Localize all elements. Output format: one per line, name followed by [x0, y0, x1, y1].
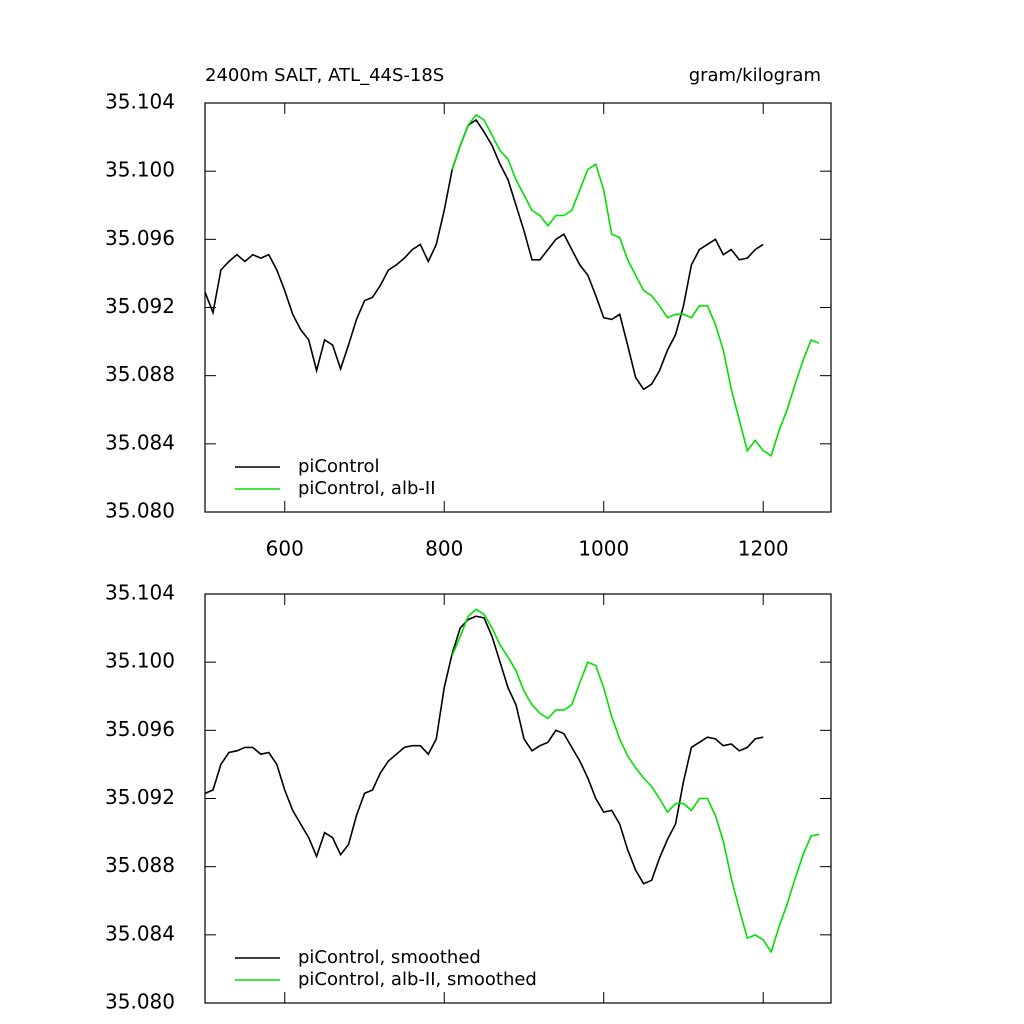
x-tick-label: 800: [425, 537, 463, 561]
plot-frame: [204, 593, 832, 1004]
y-tick-label: 35.096: [105, 717, 175, 741]
y-tick-label: 35.088: [105, 362, 175, 386]
series-line: [204, 118, 764, 391]
units-label: gram/kilogram: [689, 65, 821, 86]
y-tick-label: 35.092: [105, 294, 175, 318]
legend-label: piControl, alb-II, smoothed: [298, 969, 537, 990]
y-tick-label: 35.080: [105, 499, 175, 523]
series-line: [451, 608, 820, 954]
y-tick-label: 35.084: [105, 921, 175, 945]
chart-title: 2400m SALT, ATL_44S-18S: [205, 65, 444, 86]
legend-label: piControl, alb-II: [298, 478, 436, 499]
legend-label: piControl, smoothed: [298, 947, 481, 968]
y-tick-label: 35.088: [105, 853, 175, 877]
series-line: [204, 615, 764, 885]
y-tick-label: 35.100: [105, 649, 175, 673]
series-line: [451, 113, 820, 458]
y-tick-label: 35.104: [105, 90, 175, 114]
y-tick-label: 35.080: [105, 990, 175, 1014]
y-tick-label: 35.104: [105, 581, 175, 605]
y-tick-label: 35.100: [105, 158, 175, 182]
y-tick-label: 35.084: [105, 430, 175, 454]
y-tick-label: 35.096: [105, 226, 175, 250]
plot-frame: [204, 102, 832, 513]
x-tick-label: 1200: [738, 537, 789, 561]
x-tick-label: 1000: [578, 537, 629, 561]
legend-label: piControl: [298, 456, 380, 477]
x-tick-label: 600: [266, 537, 304, 561]
y-tick-label: 35.092: [105, 785, 175, 809]
